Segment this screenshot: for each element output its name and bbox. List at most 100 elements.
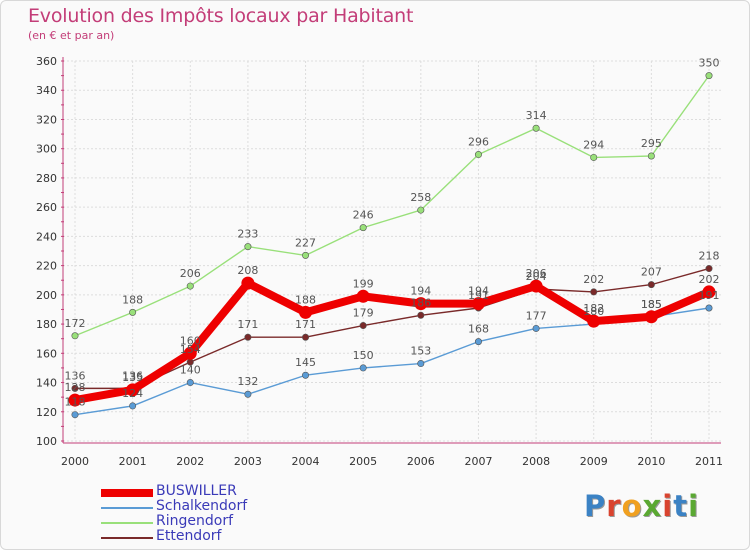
data-label-ettendorf: 204: [526, 270, 547, 283]
data-label-ringendorf: 172: [65, 317, 86, 330]
data-label-ettendorf: 218: [699, 250, 720, 263]
y-tick-label: 340: [36, 84, 57, 97]
data-label-schalkendorf: 118: [65, 396, 86, 409]
x-tick-label: 2002: [176, 455, 204, 468]
data-point-buswiller: [471, 297, 485, 311]
data-point-schalkendorf: [359, 364, 367, 372]
data-point-schalkendorf: [474, 338, 482, 346]
logo-letter: t: [673, 489, 689, 523]
data-point-schalkendorf: [129, 402, 137, 410]
data-point-ringendorf: [71, 332, 79, 340]
y-tick-label: 260: [36, 201, 57, 214]
y-tick-label: 140: [36, 377, 57, 390]
legend-item-schalkendorf: Schalkendorf: [101, 498, 351, 516]
x-tick-label: 2007: [464, 455, 492, 468]
data-label-ringendorf: 188: [122, 293, 143, 306]
legend-label: Schalkendorf: [156, 498, 248, 514]
x-tick-label: 2011: [695, 455, 723, 468]
data-label-ringendorf: 233: [237, 228, 258, 241]
legend-swatch: [101, 537, 153, 539]
data-point-ettendorf: [647, 281, 655, 289]
data-point-schalkendorf: [705, 304, 713, 312]
x-tick-label: 2004: [292, 455, 320, 468]
data-label-ringendorf: 258: [410, 191, 431, 204]
data-point-buswiller: [68, 393, 82, 407]
data-label-schalkendorf: 177: [526, 309, 547, 322]
x-tick-label: 2005: [349, 455, 377, 468]
x-tick-label: 2003: [234, 455, 262, 468]
data-point-buswiller: [587, 314, 601, 328]
y-tick-label: 280: [36, 172, 57, 185]
data-point-ringendorf: [590, 153, 598, 161]
data-point-buswiller: [126, 383, 140, 397]
data-label-schalkendorf: 132: [237, 375, 258, 388]
data-point-schalkendorf: [417, 360, 425, 368]
data-label-ringendorf: 294: [583, 138, 604, 151]
legend-label: Ettendorf: [156, 528, 222, 544]
chart-subtitle: (en € et par an): [28, 29, 115, 42]
data-point-ettendorf: [417, 311, 425, 319]
data-label-ringendorf: 206: [180, 267, 201, 280]
data-label-schalkendorf: 191: [699, 289, 720, 302]
proxiti-logo: Proxiti: [584, 489, 699, 523]
data-point-buswiller: [702, 285, 716, 299]
data-point-buswiller: [299, 305, 313, 319]
data-point-ringendorf: [417, 206, 425, 214]
data-point-ringendorf: [532, 124, 540, 132]
legend-label: Ringendorf: [156, 513, 233, 529]
data-point-buswiller: [241, 276, 255, 290]
data-label-buswiller: 202: [699, 273, 720, 286]
data-point-ringendorf: [474, 151, 482, 159]
data-label-schalkendorf: 145: [295, 356, 316, 369]
legend-swatch: [101, 522, 153, 524]
data-point-buswiller: [529, 279, 543, 293]
y-tick-label: 320: [36, 113, 57, 126]
data-label-ettendorf: 207: [641, 266, 662, 279]
data-point-ringendorf: [705, 72, 713, 80]
data-label-buswiller: 208: [237, 264, 258, 277]
data-label-ettendorf: 191: [468, 289, 489, 302]
data-point-ringendorf: [244, 243, 252, 251]
data-label-ettendorf: 179: [353, 307, 374, 320]
data-point-ettendorf: [302, 333, 310, 341]
y-tick-label: 200: [36, 289, 57, 302]
data-point-schalkendorf: [532, 324, 540, 332]
logo-letter: i: [662, 489, 674, 523]
x-tick-label: 2006: [407, 455, 435, 468]
data-point-schalkendorf: [302, 371, 310, 379]
y-tick-label: 360: [36, 55, 57, 68]
data-label-ettendorf: 136: [65, 369, 86, 382]
data-point-buswiller: [356, 289, 370, 303]
data-point-schalkendorf: [244, 390, 252, 398]
data-label-buswiller: 182: [583, 302, 604, 315]
legend-item-ettendorf: Ettendorf: [101, 528, 351, 546]
y-tick-label: 220: [36, 260, 57, 273]
data-point-ettendorf: [705, 265, 713, 273]
y-tick-label: 160: [36, 347, 57, 360]
data-label-buswiller: 185: [641, 298, 662, 311]
data-label-ringendorf: 295: [641, 137, 662, 150]
data-label-ettendorf: 186: [410, 296, 431, 309]
data-point-ettendorf: [590, 288, 598, 296]
logo-letter: o: [621, 489, 643, 523]
data-point-ringendorf: [647, 152, 655, 160]
data-point-buswiller: [644, 310, 658, 324]
data-point-buswiller: [183, 346, 197, 360]
data-label-schalkendorf: 140: [180, 364, 201, 377]
data-label-buswiller: 135: [122, 371, 143, 384]
data-point-ettendorf: [359, 322, 367, 330]
data-label-ettendorf: 154: [180, 343, 201, 356]
y-tick-label: 240: [36, 230, 57, 243]
data-label-schalkendorf: 180: [583, 305, 604, 318]
data-point-ringendorf: [129, 308, 137, 316]
data-label-schalkendorf: 153: [410, 345, 431, 358]
data-point-ettendorf: [244, 333, 252, 341]
data-label-buswiller: 199: [353, 277, 374, 290]
data-point-ringendorf: [186, 282, 194, 290]
plot-area: [63, 61, 721, 441]
chart-title: Evolution des Impôts locaux par Habitant: [28, 5, 414, 27]
data-label-buswiller: 206: [526, 267, 547, 280]
x-tick-label: 2000: [61, 455, 89, 468]
